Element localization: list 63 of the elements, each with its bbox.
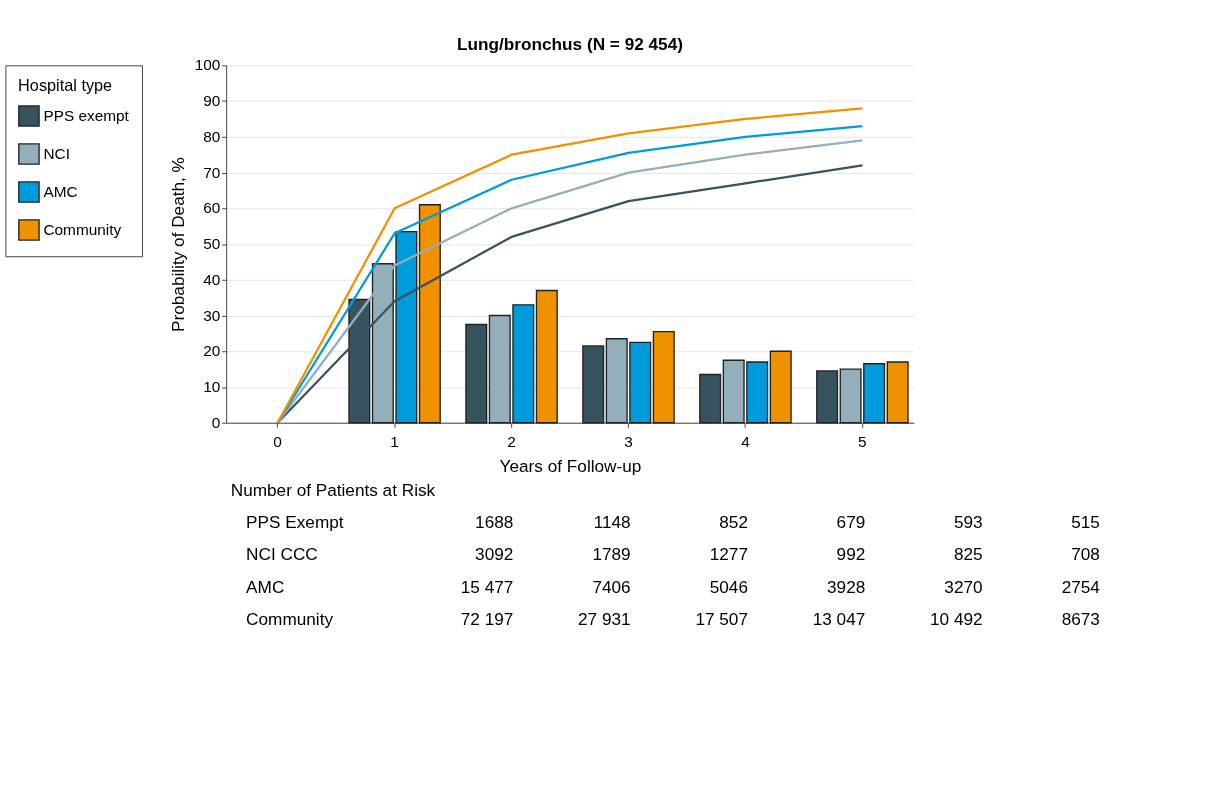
- legend-label: Community: [43, 220, 122, 238]
- text: Community: [246, 609, 334, 630]
- x-tick-label: 0: [273, 432, 282, 450]
- bar: [816, 370, 839, 424]
- text: 72 197: [460, 609, 514, 630]
- bar: [769, 350, 792, 424]
- text: NCI CCC: [246, 544, 318, 565]
- bar: [699, 373, 722, 424]
- text: 852: [719, 511, 748, 532]
- text: 15 477: [460, 576, 514, 597]
- text: 13 047: [812, 609, 866, 630]
- legend-label: NCI: [43, 144, 70, 162]
- x-tick-label: 1: [390, 432, 399, 450]
- y-tick-label: 70: [203, 163, 221, 181]
- text: 27 931: [578, 609, 631, 630]
- text: 1277: [709, 544, 748, 565]
- bar: [652, 330, 675, 424]
- bar: [465, 323, 488, 424]
- text: 1789: [592, 544, 631, 565]
- text: 708: [1071, 544, 1100, 565]
- text: 515: [1071, 511, 1100, 532]
- y-tick-label: 40: [203, 270, 221, 288]
- y-tick-label: 80: [203, 127, 221, 145]
- x-axis-title: Years of Follow-up: [499, 456, 642, 477]
- y-tick-label: 100: [194, 56, 221, 74]
- text: Number of Patients at Risk: [230, 480, 436, 501]
- y-axis-title: Probability of Death, %: [167, 157, 188, 332]
- text: 1148: [593, 511, 631, 532]
- text: 3928: [827, 576, 866, 597]
- text: 1688: [475, 511, 514, 532]
- text: 992: [836, 544, 866, 565]
- legend-title: Hospital type: [18, 75, 113, 94]
- y-tick-label: 60: [203, 199, 221, 217]
- text: AMC: [246, 576, 285, 597]
- x-tick-label: 2: [507, 432, 516, 450]
- text: 17 507: [695, 609, 748, 630]
- y-tick-label: 90: [203, 92, 221, 110]
- text: 3092: [475, 544, 514, 565]
- x-tick-label: 5: [858, 432, 867, 450]
- legend-label: AMC: [43, 182, 78, 200]
- legend-label: PPS exempt: [43, 106, 130, 124]
- text: 2754: [1061, 576, 1101, 597]
- text: PPS Exempt: [246, 511, 344, 532]
- bar: [582, 345, 605, 424]
- chart-title: Lung/bronchus (N = 92 454): [457, 33, 683, 54]
- text: 679: [836, 511, 866, 532]
- y-tick-label: 50: [203, 235, 221, 253]
- y-tick-label: 10: [203, 378, 221, 395]
- bar: [418, 204, 441, 424]
- y-tick-label: 0: [211, 413, 221, 431]
- text: 593: [953, 511, 983, 532]
- bar: [886, 361, 909, 424]
- x-tick-label: 4: [741, 432, 751, 450]
- text: 3270: [944, 576, 983, 597]
- y-tick-label: 20: [203, 342, 221, 360]
- text: 10 492: [930, 609, 983, 630]
- text: 5046: [709, 576, 748, 597]
- y-tick-label: 30: [203, 306, 221, 324]
- x-tick-label: 3: [624, 432, 633, 450]
- text: 8673: [1061, 609, 1100, 630]
- bar: [535, 289, 558, 424]
- text: 7406: [592, 576, 631, 597]
- text: 825: [953, 544, 983, 565]
